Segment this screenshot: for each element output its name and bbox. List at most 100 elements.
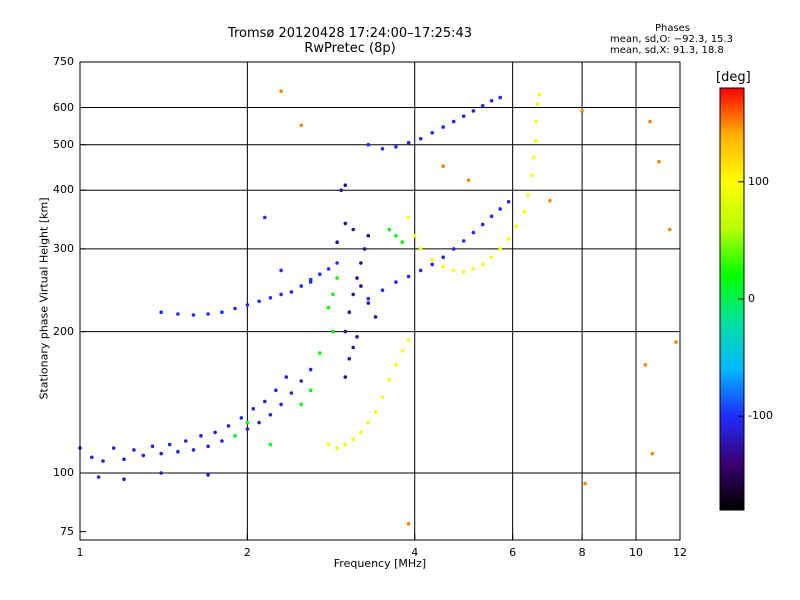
y-tick-label: 600 [53,100,74,114]
data-point [537,92,542,97]
data-point [451,119,456,124]
data-point [213,430,217,435]
data-point [226,424,231,428]
data-point [339,188,344,192]
data-point [245,303,250,307]
data-point [489,99,494,103]
data-point [343,183,348,187]
data-point [359,284,363,288]
data-point [347,310,352,315]
data-point [299,284,304,288]
data-point [318,272,322,277]
data-point [299,123,304,128]
data-point [176,312,180,316]
data-point [373,410,378,414]
data-point [132,448,136,452]
tick-layer [79,61,681,540]
data-point [489,255,494,259]
y-tick-label: 400 [53,183,74,197]
x-tick-label: 1 [76,546,84,559]
data-point [159,451,163,456]
data-point [466,178,471,183]
data-point [498,207,503,211]
data-point [657,159,661,164]
phases-o-line: mean, sd,O: −92.3, 15.3 [610,34,733,45]
data-point [441,125,446,129]
data-point [406,215,411,220]
x-tick-label: 4 [411,546,419,559]
data-point [159,471,163,475]
data-point [461,239,466,243]
y-tick-label: 750 [53,55,74,68]
y-axis-label: Stationary phase Virtual Height [km] [37,197,51,400]
data-point [279,292,283,297]
data-point [343,329,348,334]
data-point [380,147,385,151]
data-point [268,296,273,300]
data-point [289,290,294,294]
data-point [335,240,339,244]
data-point [233,434,237,438]
data-point [176,449,180,454]
data-point [366,296,371,301]
data-point [279,89,283,93]
data-point [299,379,304,383]
data-point [159,310,163,315]
data-point [406,521,411,526]
data-point [318,351,322,355]
data-point [122,457,126,462]
data-point [355,276,359,280]
colorbar-tick-label: 100 [748,174,769,188]
data-point [418,136,423,141]
data-point [366,142,371,147]
data-point [400,349,405,353]
y-tick-label: 500 [53,137,74,151]
data-point [239,416,244,420]
data-point [335,446,339,450]
data-point [299,402,304,407]
data-points-layer [78,89,678,526]
data-point [461,114,466,118]
data-point [380,288,385,293]
data-point [530,173,534,178]
data-point [412,233,417,238]
data-point [394,233,398,238]
data-point [184,439,188,443]
data-point [583,481,587,486]
data-point [498,95,503,100]
y-tick-label: 100 [53,465,74,479]
data-point [535,102,540,106]
data-point [220,310,224,315]
data-point [430,131,435,135]
plot-frame [79,61,681,541]
data-point [199,434,203,438]
data-point [418,268,423,273]
colorbar-label: [deg] [716,70,751,85]
data-point [251,407,256,411]
data-point [279,402,283,407]
data-point [274,388,278,393]
data-point [289,391,294,395]
data-point [548,198,552,203]
data-point [506,237,511,241]
data-point [263,399,267,404]
data-point [480,222,485,227]
data-point [373,315,378,319]
data-point [534,119,539,124]
data-point [111,446,116,450]
data-point [257,299,261,304]
data-point [648,119,652,124]
data-point [101,459,105,463]
data-point [580,109,584,113]
data-point [430,257,435,262]
data-point [257,420,261,425]
data-point [451,247,456,251]
data-point [233,306,237,311]
x-tick-label: 8 [578,546,586,559]
data-point [471,109,476,113]
data-point [643,363,648,367]
data-point [150,444,155,449]
data-point [533,138,538,143]
data-point [441,255,446,259]
data-point [355,335,359,339]
